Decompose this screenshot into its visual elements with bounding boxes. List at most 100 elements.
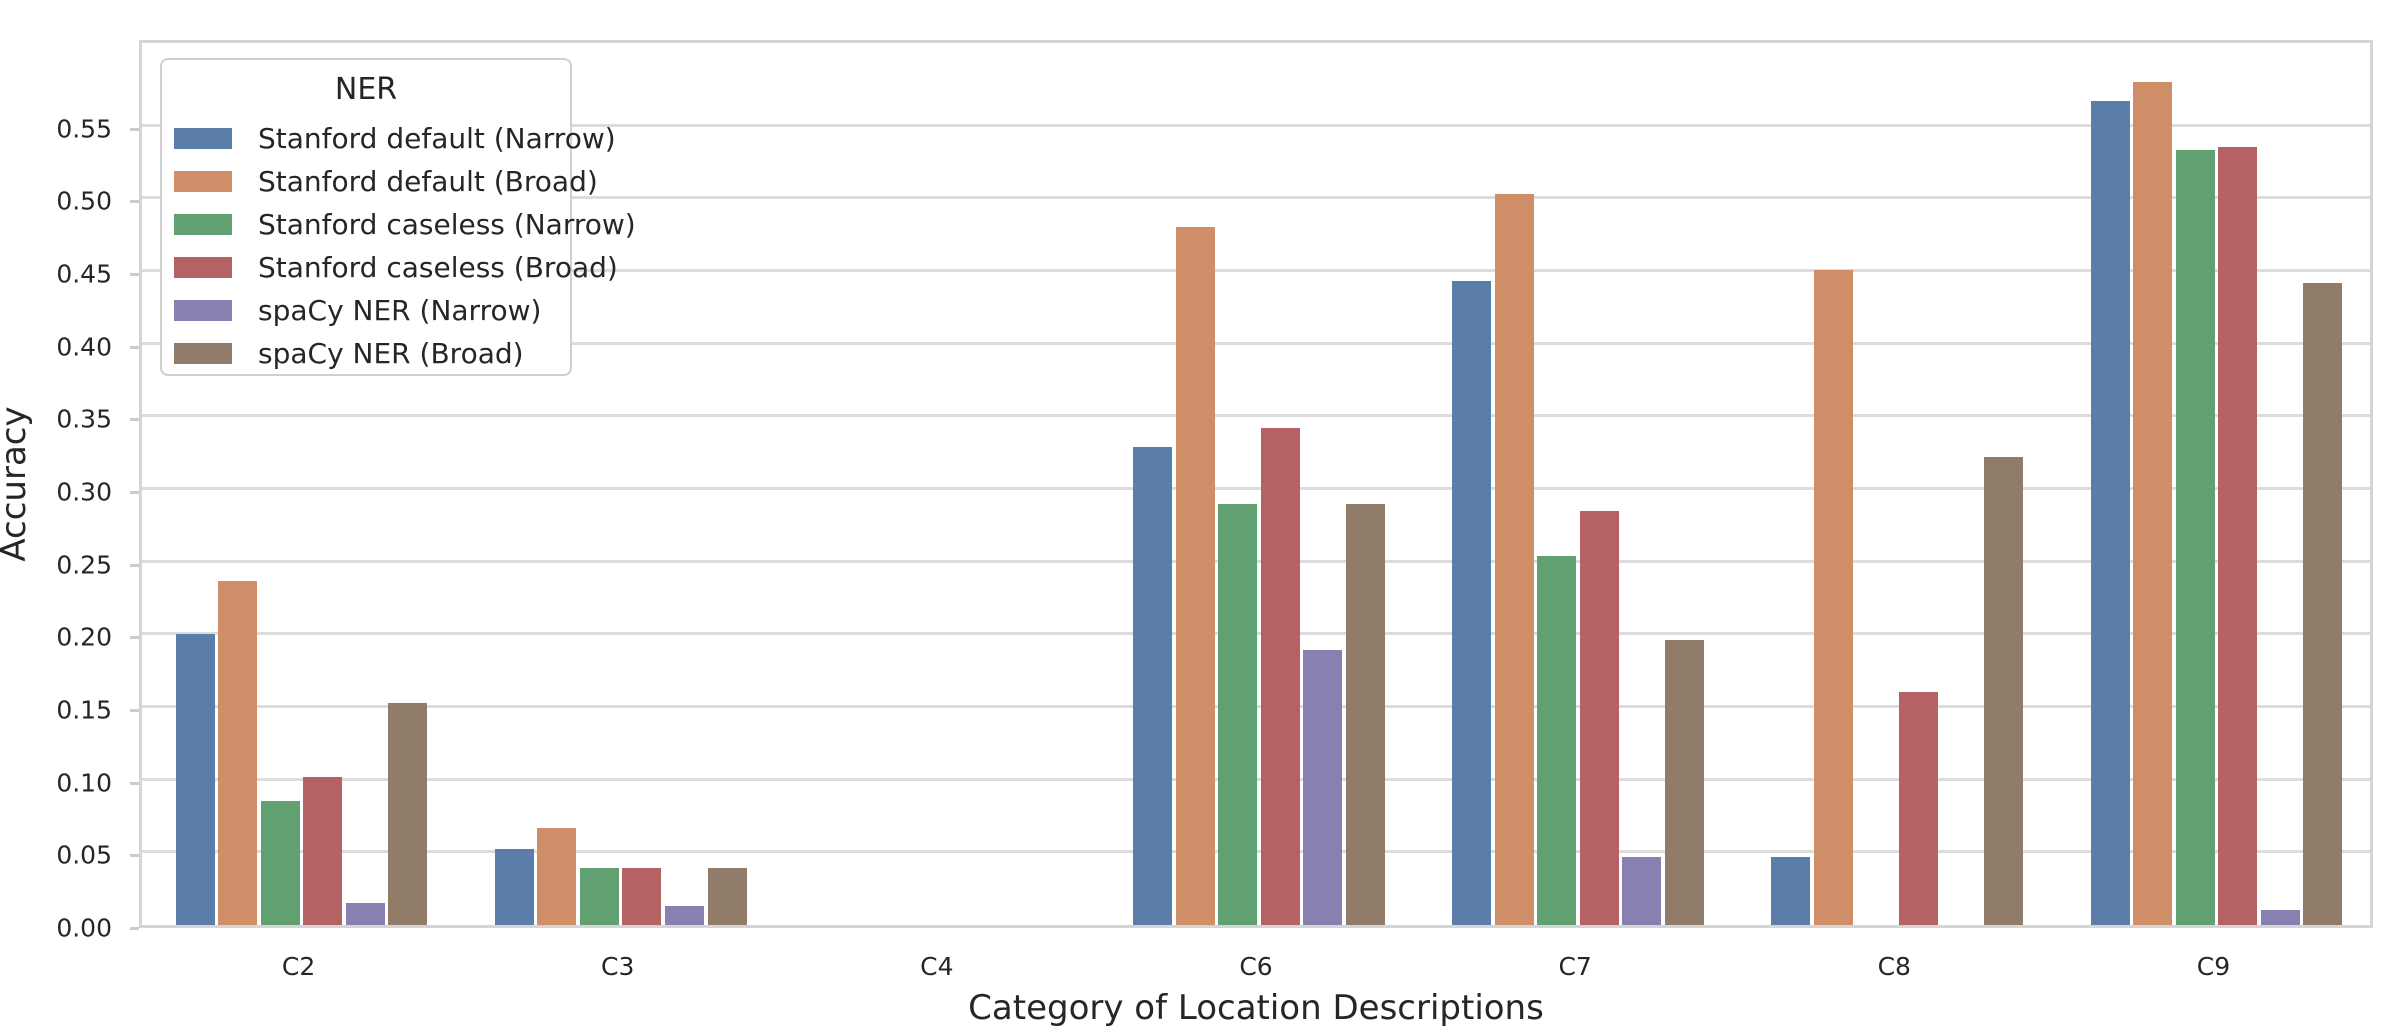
y-axis-label: Accuracy bbox=[0, 406, 34, 562]
gridline-y-0.30 bbox=[142, 487, 2370, 490]
legend: NER Stanford default (Narrow) Stanford de… bbox=[160, 58, 636, 376]
y-tick-mark bbox=[130, 708, 139, 712]
bar-group-C4 bbox=[780, 43, 1099, 925]
bar-C9-stanford-caseless-broad bbox=[2218, 147, 2258, 925]
bar-C7-stanford-caseless-narrow bbox=[1537, 555, 1577, 925]
y-tick-mark bbox=[130, 272, 139, 276]
bar-C7-stanford-default-broad bbox=[1494, 193, 1534, 925]
y-tick-mark bbox=[130, 127, 139, 131]
legend-label: Stanford default (Broad) bbox=[258, 165, 598, 198]
y-tick-label: 0.25 bbox=[56, 550, 112, 580]
bar-C3-stanford-default-broad bbox=[537, 827, 577, 925]
bar-C3-spacy-ner-narrow bbox=[665, 906, 705, 925]
bar-C7-spacy-ner-narrow bbox=[1622, 856, 1662, 925]
y-tick-label: 0.30 bbox=[56, 477, 112, 507]
x-tick-label-C8: C8 bbox=[1877, 952, 1911, 981]
bar-C9-stanford-caseless-narrow bbox=[2175, 150, 2215, 925]
legend-label: spaCy NER (Broad) bbox=[258, 337, 524, 370]
legend-entry: Stanford default (Broad) bbox=[162, 160, 598, 203]
x-tick-label-C7: C7 bbox=[1558, 952, 1592, 981]
y-tick-label: 0.10 bbox=[56, 768, 112, 798]
bar-group-C3 bbox=[461, 43, 780, 925]
legend-label: Stanford default (Narrow) bbox=[258, 122, 616, 155]
gridline-y-0.45 bbox=[142, 269, 2370, 272]
bar-C8-spacy-ner-broad bbox=[1984, 457, 2024, 925]
y-tick-label: 0.05 bbox=[56, 840, 112, 870]
legend-entry: spaCy NER (Narrow) bbox=[162, 289, 570, 332]
y-tick-label: 0.00 bbox=[56, 913, 112, 943]
legend-entry: spaCy NER (Broad) bbox=[162, 332, 570, 375]
bar-C2-stanford-caseless-broad bbox=[303, 776, 343, 925]
plot-area: NER Stanford default (Narrow) Stanford de… bbox=[139, 40, 2373, 928]
legend-swatch-icon bbox=[174, 257, 232, 278]
x-tick-label-C6: C6 bbox=[1239, 952, 1273, 981]
y-tick-mark bbox=[130, 563, 139, 567]
legend-entry: Stanford caseless (Broad) bbox=[162, 246, 618, 289]
bar-C2-spacy-ner-broad bbox=[388, 702, 428, 925]
legend-entry: Stanford caseless (Narrow) bbox=[162, 203, 636, 246]
legend-label: Stanford caseless (Broad) bbox=[258, 251, 618, 284]
bar-group-C6 bbox=[1099, 43, 1418, 925]
y-tick-mark bbox=[130, 418, 139, 422]
bar-C9-stanford-default-narrow bbox=[2090, 100, 2130, 925]
x-tick-label-C9: C9 bbox=[2196, 952, 2231, 981]
bar-C8-stanford-default-broad bbox=[1813, 269, 1853, 925]
bar-C3-stanford-default-narrow bbox=[494, 849, 534, 925]
bar-C6-stanford-caseless-narrow bbox=[1218, 503, 1258, 925]
y-tick-mark bbox=[130, 781, 139, 785]
bar-C2-spacy-ner-narrow bbox=[345, 903, 385, 925]
bar-C9-spacy-ner-broad bbox=[2303, 282, 2343, 925]
bar-C2-stanford-caseless-narrow bbox=[260, 801, 300, 925]
bar-C7-stanford-caseless-broad bbox=[1579, 510, 1619, 925]
legend-label: spaCy NER (Narrow) bbox=[258, 294, 542, 327]
bar-C7-spacy-ner-broad bbox=[1665, 640, 1704, 925]
y-tick-mark bbox=[130, 636, 139, 640]
bar-group-C7 bbox=[1419, 43, 1738, 925]
legend-swatch-icon bbox=[174, 300, 232, 321]
x-tick-label-C2: C2 bbox=[281, 952, 316, 981]
bar-C9-stanford-default-broad bbox=[2133, 82, 2173, 925]
bar-C6-stanford-caseless-broad bbox=[1260, 427, 1300, 925]
y-tick-label: 0.45 bbox=[56, 259, 112, 289]
bar-C3-spacy-ner-broad bbox=[707, 868, 747, 925]
y-tick-label: 0.55 bbox=[56, 114, 112, 144]
bar-C3-stanford-caseless-broad bbox=[622, 868, 662, 925]
y-tick-mark bbox=[130, 854, 139, 858]
bar-C3-stanford-caseless-narrow bbox=[579, 868, 619, 925]
bar-C6-spacy-ner-broad bbox=[1345, 503, 1385, 925]
bar-group-C8 bbox=[1738, 43, 2057, 925]
bar-C2-stanford-default-broad bbox=[218, 580, 258, 925]
bar-C7-stanford-default-narrow bbox=[1452, 281, 1492, 925]
bar-C9-spacy-ner-narrow bbox=[2260, 910, 2300, 925]
y-tick-label: 0.20 bbox=[56, 622, 112, 652]
x-tick-label-C4: C4 bbox=[920, 952, 954, 981]
bar-C8-stanford-caseless-broad bbox=[1899, 692, 1939, 925]
x-tick-label-C3: C3 bbox=[601, 952, 635, 981]
y-tick-label: 0.15 bbox=[56, 695, 112, 725]
y-tick-mark bbox=[130, 490, 139, 494]
legend-swatch-icon bbox=[174, 128, 232, 149]
y-tick-label: 0.40 bbox=[56, 332, 112, 362]
legend-entry: Stanford default (Narrow) bbox=[162, 117, 616, 160]
bar-C8-stanford-default-narrow bbox=[1771, 856, 1811, 925]
y-tick-label: 0.35 bbox=[56, 404, 112, 434]
legend-swatch-icon bbox=[174, 343, 232, 364]
legend-swatch-icon bbox=[174, 214, 232, 235]
legend-swatch-icon bbox=[174, 171, 232, 192]
gridline-y-0.35 bbox=[142, 414, 2370, 418]
bar-group-C2 bbox=[142, 43, 461, 925]
bar-C6-stanford-default-broad bbox=[1175, 227, 1215, 925]
y-tick-mark bbox=[130, 200, 139, 204]
gridline-y-0.55 bbox=[142, 123, 2370, 127]
x-axis-label: Category of Location Descriptions bbox=[968, 988, 1544, 1028]
bar-C2-stanford-default-narrow bbox=[175, 634, 215, 925]
y-tick-mark bbox=[130, 927, 139, 930]
gridline-y-0.40 bbox=[142, 341, 2370, 345]
legend-title: NER bbox=[334, 72, 398, 107]
legend-label: Stanford caseless (Narrow) bbox=[258, 208, 636, 241]
bar-C6-stanford-default-narrow bbox=[1133, 446, 1173, 925]
legend-entries: Stanford default (Narrow) Stanford defaul… bbox=[162, 117, 636, 375]
y-tick-label: 0.50 bbox=[56, 186, 112, 216]
y-tick-mark bbox=[130, 345, 139, 349]
